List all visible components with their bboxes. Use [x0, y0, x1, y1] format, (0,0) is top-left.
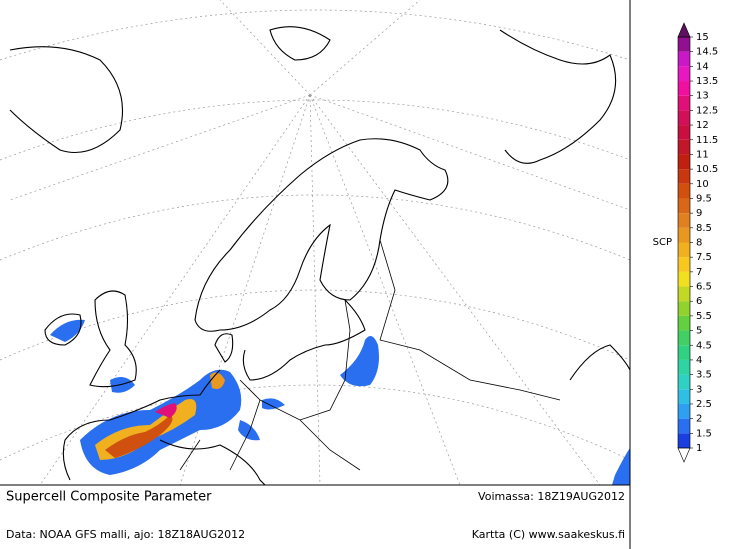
colorbar-segment — [678, 359, 690, 375]
graticule — [0, 99, 631, 161]
coastline — [499, 29, 617, 164]
colorbar-segment — [678, 154, 690, 170]
colorbar: 11.522.533.544.555.566.577.588.599.51010… — [677, 22, 718, 463]
map-title: Supercell Composite Parameter — [6, 490, 212, 505]
colorbar-segment — [678, 227, 690, 243]
coastline — [89, 290, 137, 388]
colorbar-tick-label: 10.5 — [696, 164, 718, 175]
credit: Kartta (C) www.saakeskus.fi — [472, 528, 625, 541]
coastline — [9, 46, 124, 154]
colorbar-segment — [678, 139, 690, 155]
colorbar-tick-label: 13 — [696, 91, 709, 102]
border — [179, 239, 561, 471]
colorbar-segment — [678, 403, 690, 419]
graticule — [9, 0, 631, 486]
colorbar-tick-label: 9 — [696, 208, 702, 219]
colorbar-segment — [678, 169, 690, 184]
valid-time: Voimassa: 18Z19AUG2012 — [478, 490, 625, 503]
colorbar-tick-label: 13.5 — [696, 76, 718, 87]
colorbar-segment — [678, 301, 690, 316]
colorbar-segment — [678, 125, 690, 140]
colorbar-tick-label: 14.5 — [696, 47, 718, 58]
data-source: Data: NOAA GFS malli, ajo: 18Z18AUG2012 — [6, 528, 245, 541]
colorbar-segment — [678, 242, 690, 258]
graticule — [0, 9, 631, 61]
colorbar-segment — [678, 433, 690, 448]
colorbar-tick-label: 14 — [696, 61, 709, 72]
graticule — [0, 384, 631, 461]
coastline — [569, 344, 631, 381]
scp-area — [340, 336, 379, 387]
colorbar-tick-label: 8.5 — [696, 223, 712, 234]
colorbar-tick-label: 2 — [696, 414, 702, 425]
colorbar-segment — [678, 374, 690, 390]
colorbar-tick-label: 6.5 — [696, 282, 712, 293]
colorbar-tick-label: 7 — [696, 267, 702, 278]
colorbar-tick-label: 15 — [696, 32, 709, 43]
coastline — [159, 439, 266, 486]
scp-area — [612, 448, 630, 485]
colorbar-segment — [678, 51, 690, 67]
coastline — [242, 299, 366, 381]
coastline — [62, 369, 221, 481]
map — [0, 0, 631, 486]
colorbar-tick-label: 11 — [696, 149, 709, 160]
colorbar-tick-label: 2.5 — [696, 399, 712, 410]
colorbar-tick-label: 5 — [696, 326, 702, 337]
scp-area — [105, 415, 173, 458]
colorbar-tick-label: 1 — [696, 443, 702, 454]
colorbar-segment — [678, 418, 690, 434]
colorbar-label: SCP — [653, 237, 672, 248]
coastline — [214, 333, 234, 363]
colorbar-segment — [678, 330, 690, 346]
scp-area — [262, 398, 285, 410]
colorbar-tick-label: 4.5 — [696, 340, 712, 351]
colorbar-segment — [678, 213, 690, 228]
colorbar-tick-label: 3 — [696, 384, 702, 395]
colorbar-tick-label: 5.5 — [696, 311, 712, 322]
colorbar-tick-label: 10 — [696, 179, 709, 190]
coastline — [194, 138, 449, 332]
colorbar-tick-label: 12.5 — [696, 105, 718, 116]
colorbar-segment — [678, 37, 690, 52]
colorbar-segment — [678, 110, 690, 126]
colorbar-tick-label: 7.5 — [696, 252, 712, 263]
colorbar-segment — [678, 183, 690, 199]
colorbar-segment — [678, 198, 690, 214]
colorbar-segment — [678, 286, 690, 302]
colorbar-segment — [678, 271, 690, 287]
coastline — [44, 313, 82, 346]
scp-area — [50, 319, 85, 342]
scp-area — [155, 403, 177, 418]
colorbar-segment — [678, 66, 690, 82]
colorbar-tick-label: 8 — [696, 238, 702, 249]
colorbar-segment — [678, 81, 690, 96]
scp-area — [238, 420, 260, 441]
scp-area — [110, 376, 135, 393]
colorbar-segment — [678, 257, 690, 272]
colorbar-tick-label: 4 — [696, 355, 702, 366]
colorbar-segment — [678, 95, 690, 111]
colorbar-tick-label: 12 — [696, 120, 709, 131]
colorbar-segment — [678, 389, 690, 404]
colorbar-tick-label: 1.5 — [696, 428, 712, 439]
colorbar-tick-label: 9.5 — [696, 193, 712, 204]
colorbar-tick-label: 11.5 — [696, 135, 718, 146]
colorbar-segment — [678, 345, 690, 360]
colorbar-segment — [678, 315, 690, 331]
colorbar-tick-label: 6 — [696, 296, 702, 307]
colorbar-tick-label: 3.5 — [696, 370, 712, 381]
coastline — [269, 26, 331, 61]
